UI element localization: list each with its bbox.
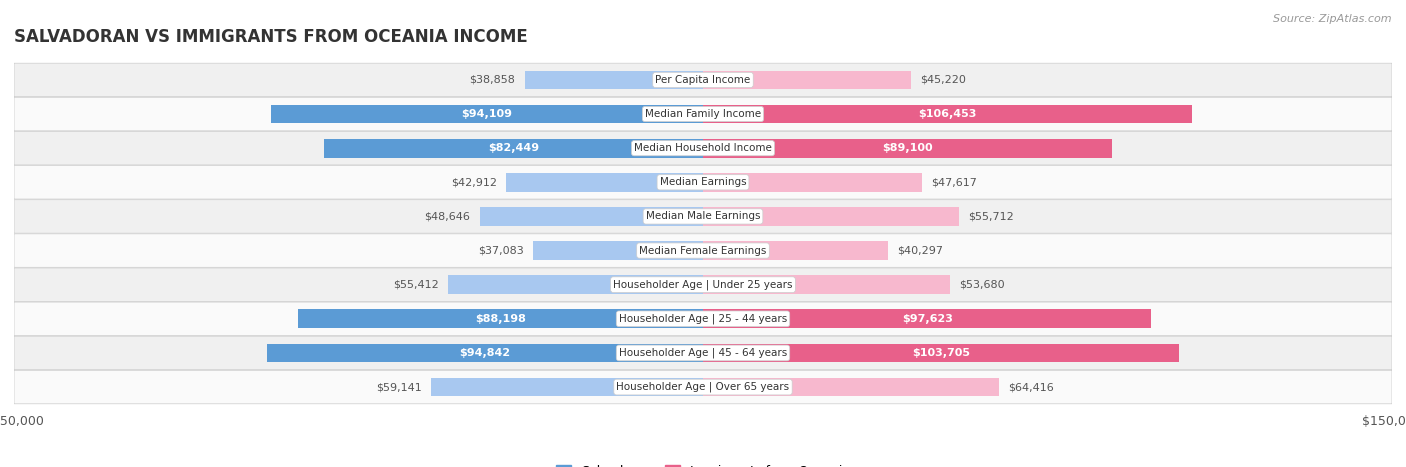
FancyBboxPatch shape bbox=[14, 131, 1392, 165]
Bar bbox=[703, 276, 949, 294]
Text: $45,220: $45,220 bbox=[920, 75, 966, 85]
Text: $59,141: $59,141 bbox=[377, 382, 422, 392]
Bar bbox=[703, 139, 1112, 157]
FancyBboxPatch shape bbox=[14, 200, 1392, 233]
FancyBboxPatch shape bbox=[14, 268, 1392, 301]
Text: $48,646: $48,646 bbox=[425, 212, 471, 221]
Bar bbox=[524, 71, 703, 89]
Text: $103,705: $103,705 bbox=[912, 348, 970, 358]
FancyBboxPatch shape bbox=[14, 336, 1392, 370]
Text: $97,623: $97,623 bbox=[901, 314, 953, 324]
FancyBboxPatch shape bbox=[14, 302, 1392, 335]
Text: $55,712: $55,712 bbox=[969, 212, 1014, 221]
Bar bbox=[703, 378, 998, 396]
FancyBboxPatch shape bbox=[14, 63, 1392, 97]
Text: $38,858: $38,858 bbox=[470, 75, 516, 85]
Bar bbox=[271, 105, 703, 123]
FancyBboxPatch shape bbox=[14, 234, 1392, 267]
Bar bbox=[506, 173, 703, 191]
Bar bbox=[479, 207, 703, 226]
Bar bbox=[267, 344, 703, 362]
Text: $64,416: $64,416 bbox=[1008, 382, 1053, 392]
Text: Median Female Earnings: Median Female Earnings bbox=[640, 246, 766, 255]
Bar bbox=[703, 310, 1152, 328]
Text: $55,412: $55,412 bbox=[394, 280, 439, 290]
Bar bbox=[449, 276, 703, 294]
Bar bbox=[533, 241, 703, 260]
Bar bbox=[703, 105, 1192, 123]
Bar bbox=[298, 310, 703, 328]
Text: $88,198: $88,198 bbox=[475, 314, 526, 324]
Bar bbox=[325, 139, 703, 157]
Text: $42,912: $42,912 bbox=[451, 177, 496, 187]
Bar bbox=[703, 241, 889, 260]
Text: Householder Age | 25 - 44 years: Householder Age | 25 - 44 years bbox=[619, 313, 787, 324]
Text: $94,109: $94,109 bbox=[461, 109, 512, 119]
Text: $37,083: $37,083 bbox=[478, 246, 523, 255]
Bar bbox=[432, 378, 703, 396]
Text: $94,842: $94,842 bbox=[460, 348, 510, 358]
Text: Source: ZipAtlas.com: Source: ZipAtlas.com bbox=[1274, 14, 1392, 24]
Text: $82,449: $82,449 bbox=[488, 143, 540, 153]
FancyBboxPatch shape bbox=[14, 370, 1392, 404]
Text: $47,617: $47,617 bbox=[931, 177, 977, 187]
Text: Householder Age | 45 - 64 years: Householder Age | 45 - 64 years bbox=[619, 348, 787, 358]
FancyBboxPatch shape bbox=[14, 97, 1392, 131]
Text: $40,297: $40,297 bbox=[897, 246, 943, 255]
Text: $89,100: $89,100 bbox=[883, 143, 934, 153]
Bar bbox=[703, 344, 1180, 362]
Legend: Salvadoran, Immigrants from Oceania: Salvadoran, Immigrants from Oceania bbox=[551, 460, 855, 467]
Text: SALVADORAN VS IMMIGRANTS FROM OCEANIA INCOME: SALVADORAN VS IMMIGRANTS FROM OCEANIA IN… bbox=[14, 28, 527, 46]
Bar bbox=[703, 71, 911, 89]
Text: Median Household Income: Median Household Income bbox=[634, 143, 772, 153]
Text: Median Family Income: Median Family Income bbox=[645, 109, 761, 119]
FancyBboxPatch shape bbox=[14, 166, 1392, 199]
Text: $106,453: $106,453 bbox=[918, 109, 977, 119]
Text: Per Capita Income: Per Capita Income bbox=[655, 75, 751, 85]
Text: Householder Age | Over 65 years: Householder Age | Over 65 years bbox=[616, 382, 790, 392]
Text: Median Male Earnings: Median Male Earnings bbox=[645, 212, 761, 221]
Text: Householder Age | Under 25 years: Householder Age | Under 25 years bbox=[613, 279, 793, 290]
Bar bbox=[703, 173, 922, 191]
Text: Median Earnings: Median Earnings bbox=[659, 177, 747, 187]
Text: $53,680: $53,680 bbox=[959, 280, 1004, 290]
Bar bbox=[703, 207, 959, 226]
